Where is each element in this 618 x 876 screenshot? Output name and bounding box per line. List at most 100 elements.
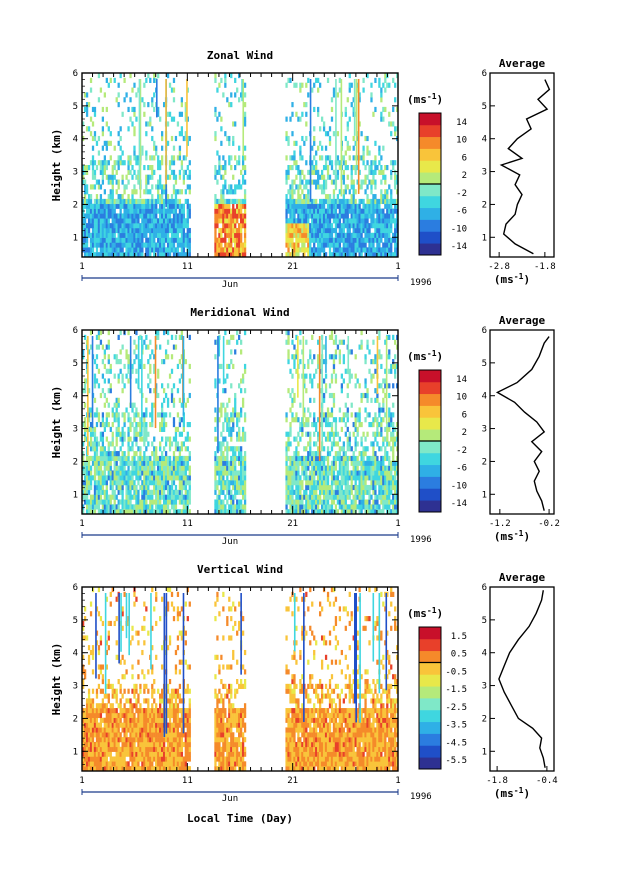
- heatmap-cell: [384, 87, 387, 93]
- heatmap-cell: [89, 480, 93, 486]
- heatmap-cell: [356, 242, 359, 248]
- heatmap-cell: [315, 218, 318, 224]
- heatmap-cell: [243, 484, 247, 491]
- heatmap-cell: [168, 412, 172, 418]
- heatmap-cell: [164, 232, 168, 238]
- heatmap-cell: [149, 339, 152, 345]
- heatmap-cell: [366, 397, 369, 403]
- heatmap-cell: [305, 208, 308, 214]
- heatmap-cell: [348, 368, 351, 374]
- heatmap-cell: [386, 189, 389, 195]
- heatmap-cell: [151, 499, 154, 505]
- heatmap-cell: [328, 198, 332, 205]
- heatmap-cell: [121, 237, 124, 243]
- heatmap-cell: [226, 203, 229, 209]
- heatmap-cell: [338, 160, 342, 166]
- heatmap-cell: [226, 189, 229, 195]
- heatmap-cell: [176, 489, 180, 495]
- heatmap-cell: [226, 484, 229, 491]
- heatmap-cell: [101, 475, 105, 481]
- heatmap-cell: [85, 106, 89, 113]
- heatmap-cell: [368, 509, 371, 515]
- heatmap-cell: [109, 504, 112, 510]
- heatmap-cell: [157, 247, 160, 253]
- heatmap-cell: [103, 378, 106, 384]
- heatmap-cell: [131, 242, 134, 248]
- heatmap-cell: [162, 208, 166, 214]
- heatmap-cell: [356, 431, 359, 437]
- heatmap-cell: [240, 499, 243, 505]
- heatmap-cell: [396, 465, 399, 471]
- heatmap-cell: [394, 237, 397, 243]
- heatmap-cell: [364, 237, 367, 243]
- heatmap-cell: [322, 242, 326, 248]
- heatmap-cell: [117, 247, 120, 253]
- heatmap-cell: [107, 465, 110, 471]
- heatmap-cell: [182, 213, 185, 219]
- heatmap-cell: [396, 422, 399, 428]
- heatmap-cell: [135, 232, 138, 238]
- heatmap-cell: [159, 247, 162, 253]
- heatmap-cell: [224, 218, 227, 224]
- heatmap-cell: [178, 455, 182, 462]
- heatmap-cell: [390, 252, 393, 258]
- heatmap-cell: [226, 218, 229, 224]
- heatmap-cell: [358, 484, 361, 491]
- heatmap-cell: [374, 252, 377, 258]
- colorbar-swatch: [419, 195, 441, 209]
- heatmap-cell: [311, 499, 314, 505]
- heatmap-cell: [291, 470, 294, 476]
- heatmap-cell: [172, 252, 176, 258]
- heatmap-cell: [295, 208, 298, 214]
- heatmap-cell: [348, 475, 351, 481]
- heatmap-cell: [354, 470, 357, 476]
- heatmap-cell: [137, 470, 140, 476]
- heatmap-cell: [230, 426, 233, 432]
- heatmap-cell: [324, 494, 328, 500]
- heatmap-cell: [394, 82, 397, 88]
- heatmap-cell: [186, 446, 189, 452]
- heatmap-cell: [311, 218, 314, 224]
- heatmap-cell: [224, 412, 227, 418]
- heatmap-cell: [386, 208, 389, 214]
- heatmap-cell: [378, 412, 381, 418]
- heatmap-cell: [240, 378, 243, 384]
- heatmap-cell: [366, 460, 369, 466]
- heatmap-cell: [143, 223, 146, 229]
- heatmap-cell: [176, 455, 180, 462]
- heatmap-cell: [322, 470, 326, 476]
- heatmap-cell: [226, 412, 229, 418]
- heatmap-cell: [89, 412, 93, 418]
- heatmap-cell: [228, 242, 231, 248]
- heatmap-cell: [113, 165, 116, 171]
- heatmap-cell: [117, 504, 120, 510]
- avg-x-tick-label: -1.8: [534, 262, 556, 272]
- heatmap-cell: [161, 145, 164, 151]
- heatmap-cell: [293, 489, 296, 495]
- heatmap-cell: [174, 198, 178, 205]
- heatmap-cell: [162, 460, 166, 466]
- heatmap-cell: [105, 247, 108, 253]
- heatmap-cell: [157, 198, 160, 205]
- heatmap-cell: [240, 465, 243, 471]
- heatmap-cell: [291, 203, 294, 209]
- heatmap-cell: [95, 252, 99, 258]
- heatmap-cell: [115, 509, 118, 515]
- heatmap-cell: [91, 106, 95, 113]
- heatmap-cell: [164, 484, 168, 491]
- heatmap-cell: [346, 145, 349, 151]
- heatmap-cell: [350, 475, 353, 481]
- heatmap-cell: [241, 242, 245, 248]
- heatmap-cell: [358, 92, 361, 98]
- heatmap-cell: [89, 494, 93, 500]
- heatmap-cell: [243, 330, 247, 336]
- heatmap-cell: [214, 475, 217, 481]
- heatmap-cell: [168, 208, 172, 214]
- heatmap-cell: [311, 213, 314, 219]
- heatmap-cell: [243, 198, 247, 205]
- heatmap-cell: [350, 460, 353, 466]
- heatmap-cell: [176, 460, 180, 466]
- heatmap-cell: [344, 455, 347, 462]
- heatmap-cell: [166, 252, 170, 258]
